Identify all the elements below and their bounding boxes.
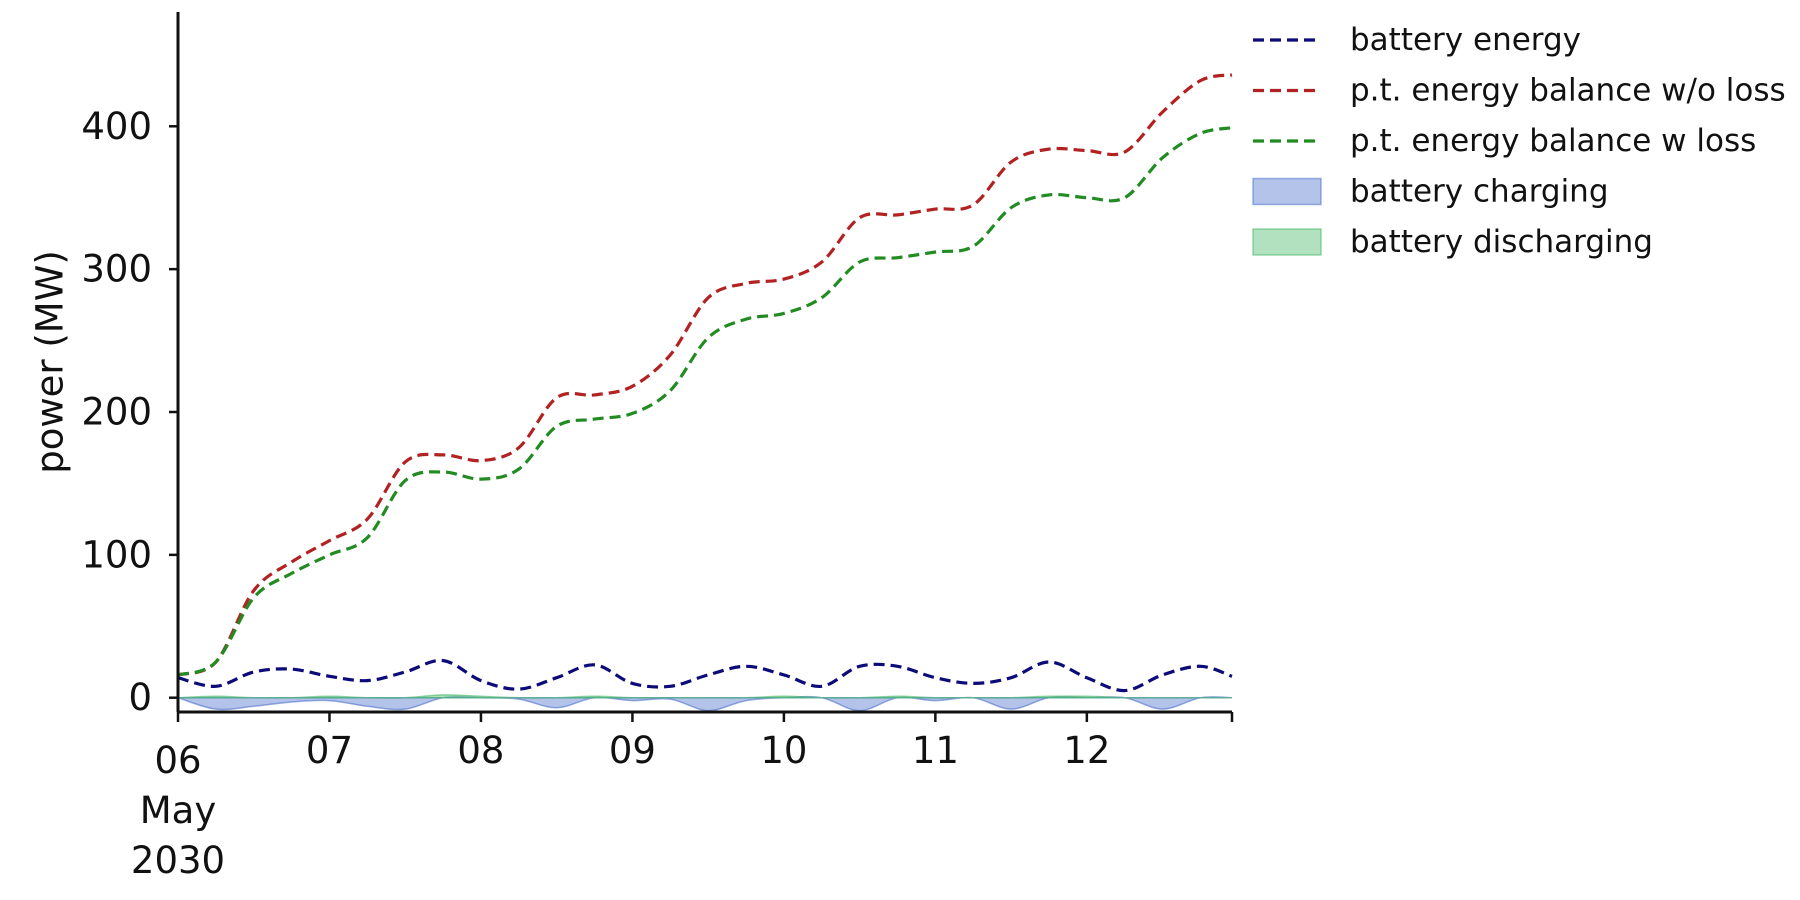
area-battery-discharging [177,694,1232,699]
x-tick-label: 12 [1063,729,1110,772]
legend-label: battery charging [1350,174,1609,210]
y-tick-label: 0 [128,676,152,719]
series-line-p-t-energy-balance-w-loss [177,126,1233,677]
series-line-p-t-energy-balance-w-o-loss [177,73,1233,677]
legend-item-battery-discharging: battery discharging [1252,224,1653,260]
y-tick-label: 300 [81,248,152,291]
legend-item-p-t-energy-balance-w-loss: p.t. energy balance w loss [1253,123,1756,159]
y-tick-label: 400 [81,105,152,148]
legend-label: p.t. energy balance w loss [1350,123,1756,159]
legend: battery energy p.t. energy balance w/o lo… [1252,22,1786,260]
x-tick-label: 11 [912,729,959,772]
y-axis-label: power (MW) [29,250,72,474]
axes [176,12,1232,714]
legend-swatch [1252,228,1322,256]
y-tick-label: 100 [81,533,152,576]
legend-label: battery discharging [1350,224,1653,260]
legend-item-battery-energy: battery energy [1253,22,1581,58]
legend-swatch [1252,177,1322,206]
x-tick-label: 10 [760,729,807,772]
series-line-battery-energy [177,658,1233,693]
x-tick-label: 08 [457,729,504,772]
legend-item-battery-charging: battery charging [1252,174,1609,210]
x-tick-label: 2030 [131,839,225,882]
x-tick-label: 09 [609,729,656,772]
y-tick-label: 200 [81,391,152,434]
ticks: 0 100 200 300 400 06 May 2030 07 08 09 10 11 12 [81,105,1234,882]
x-tick-label: 06 [154,739,201,782]
legend-item-p-t-energy-balance-w-o-loss: p.t. energy balance w/o loss [1253,73,1786,109]
area-battery-charging [177,695,1233,712]
legend-label: p.t. energy balance w/o loss [1350,73,1786,109]
x-tick-label: May [140,789,217,832]
legend-label: battery energy [1350,22,1581,58]
x-tick-label: 07 [306,729,353,772]
plot-area [177,73,1233,712]
